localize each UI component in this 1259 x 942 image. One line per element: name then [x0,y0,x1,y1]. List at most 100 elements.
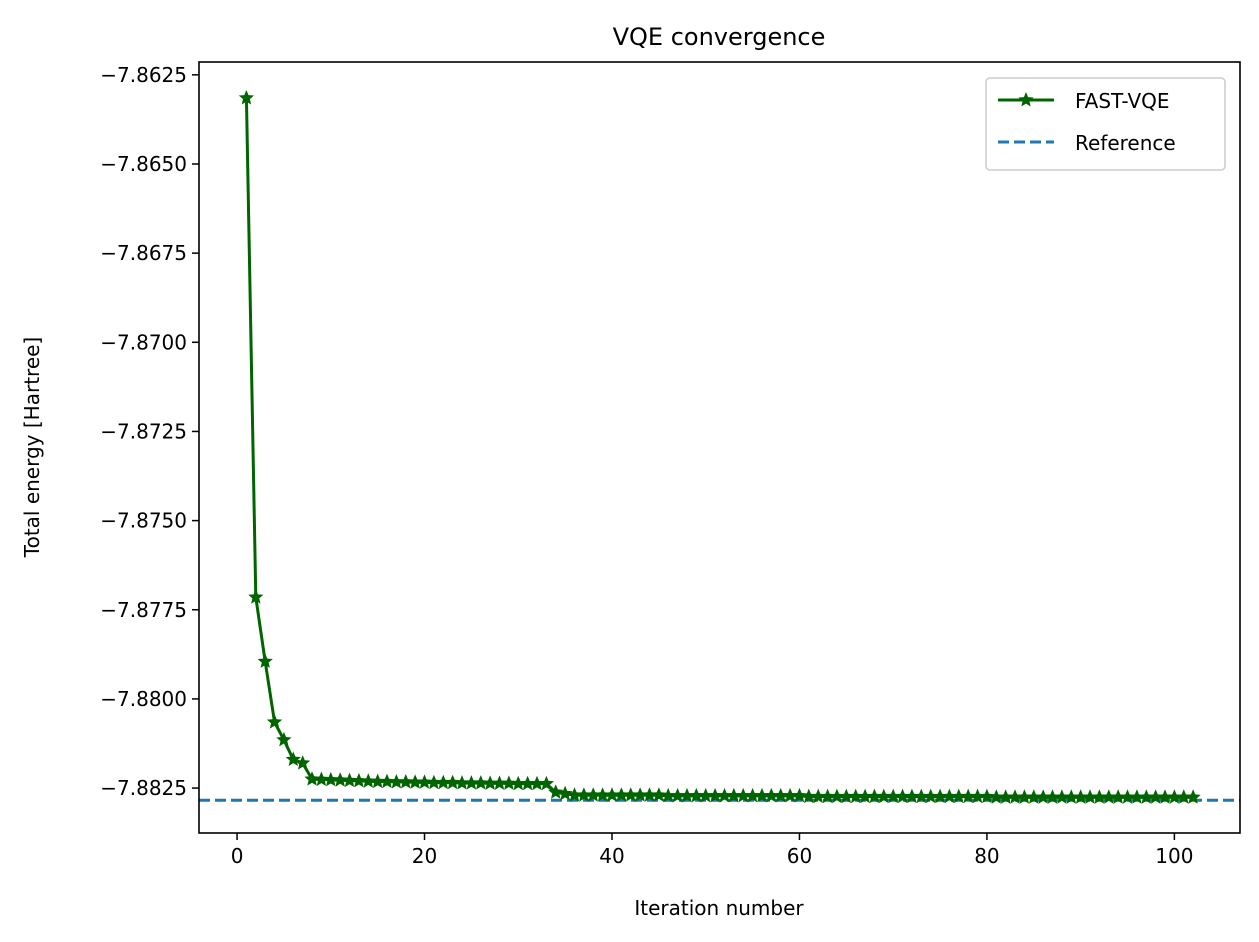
fastvqe-point [951,788,967,804]
x-tick-label: 80 [974,844,999,868]
y-tick-label: −7.8700 [100,330,187,354]
axes-frame [198,61,1241,834]
legend-fastvqe-label: FAST-VQE [1075,89,1170,113]
fastvqe-point [1157,789,1173,804]
fastvqe-line [244,97,1194,799]
fastvqe-point [941,788,957,804]
fastvqe-point [866,788,882,804]
fastvqe-point [351,772,367,788]
y-tick-label: −7.8750 [100,509,187,533]
fastvqe-point [641,787,658,802]
fastvqe-point [848,788,864,804]
fastvqe-point [1138,789,1154,804]
fastvqe-point [670,787,686,803]
fastvqe-point [904,788,920,804]
fastvqe-point [960,788,976,804]
fastvqe-point [1110,789,1126,804]
fastvqe-point [876,788,892,804]
legend: FAST-VQE Reference [985,77,1226,171]
fastvqe-point [1007,789,1023,804]
fastvqe-point [754,787,770,803]
fastvqe-point [763,787,779,803]
fastvqe-point [1016,789,1032,804]
fastvqe-point [1176,789,1192,804]
fastvqe-point [1035,789,1051,804]
fastvqe-point [1026,789,1042,804]
fastvqe-point [595,787,611,802]
x-tick-label: 20 [412,844,437,868]
y-tick-label: −7.8725 [100,419,187,443]
fastvqe-point [660,787,676,803]
fastvqe-point [838,788,854,804]
fastvqe-point [688,787,704,803]
y-tick-label: −7.8625 [100,63,187,87]
fastvqe-point [679,787,695,803]
fastvqe-point [379,773,395,789]
fastvqe-point [463,775,479,790]
fastvqe-point [426,774,442,790]
x-tick-label: 0 [231,844,244,868]
fastvqe-point [969,788,986,804]
fastvqe-point [988,789,1004,804]
x-tick-label: 100 [1155,844,1193,868]
y-tick-label: −7.8650 [100,152,187,176]
fastvqe-point [810,788,826,804]
fastvqe-point [716,787,733,803]
fastvqe-point [1082,789,1098,804]
fastvqe-point [341,772,358,787]
y-axis-label: Total energy [Hartree] [20,337,44,558]
fastvqe-point [604,787,620,802]
fastvqe-point [576,787,592,802]
fastvqe-point [1119,789,1136,804]
fastvqe-point [998,789,1014,804]
fastvqe-point [548,784,564,799]
fastvqe-point [323,771,339,787]
fastvqe-point [791,787,808,803]
fastvqe-point [1063,789,1079,804]
fastvqe-point [1101,789,1117,804]
fastvqe-point [304,771,320,786]
fastvqe-point [238,90,254,105]
fastvqe-point [416,774,433,789]
fastvqe-point [651,787,667,802]
fastvqe-point [885,788,901,804]
fastvqe-point [332,772,348,787]
fastvqe-point [735,787,751,803]
fastvqe-point [557,785,573,801]
fastvqe-point [529,775,545,791]
chart-title: VQE convergence [613,23,826,51]
fastvqe-point [613,787,629,802]
fastvqe-point [1091,789,1107,804]
fastvqe-point [895,788,911,804]
fastvqe-point [745,787,761,803]
y-tick-label: −7.8825 [100,776,187,800]
fastvqe-point [801,788,817,804]
fastvqe-point [285,751,301,766]
fastvqe-point [707,787,723,803]
fastvqe-point [388,774,404,789]
fastvqe-point [248,589,264,604]
fastvqe-point [407,774,423,789]
fastvqe-point [1185,789,1201,804]
fastvqe-point [482,775,498,790]
fastvqe-point [698,787,714,803]
x-axis: 0 20 40 60 80 100 [231,833,1193,868]
fastvqe-point [445,774,461,790]
fastvqe-point [923,788,939,804]
fastvqe-point [820,788,836,804]
fastvqe-point [313,771,329,786]
y-tick-label: −7.8800 [100,687,187,711]
legend-reference-label: Reference [1075,131,1176,155]
fastvqe-point [398,774,414,789]
fastvqe-point [491,775,508,790]
fastvqe-point [726,787,742,803]
fastvqe-point [979,788,995,804]
fastvqe-point [520,775,536,791]
fastvqe-point [1129,789,1145,804]
plot-area [199,90,1240,804]
y-tick-label: −7.8675 [100,241,187,265]
fastvqe-point [510,775,526,791]
x-axis-label: Iteration number [634,896,804,920]
fastvqe-point [585,787,601,802]
